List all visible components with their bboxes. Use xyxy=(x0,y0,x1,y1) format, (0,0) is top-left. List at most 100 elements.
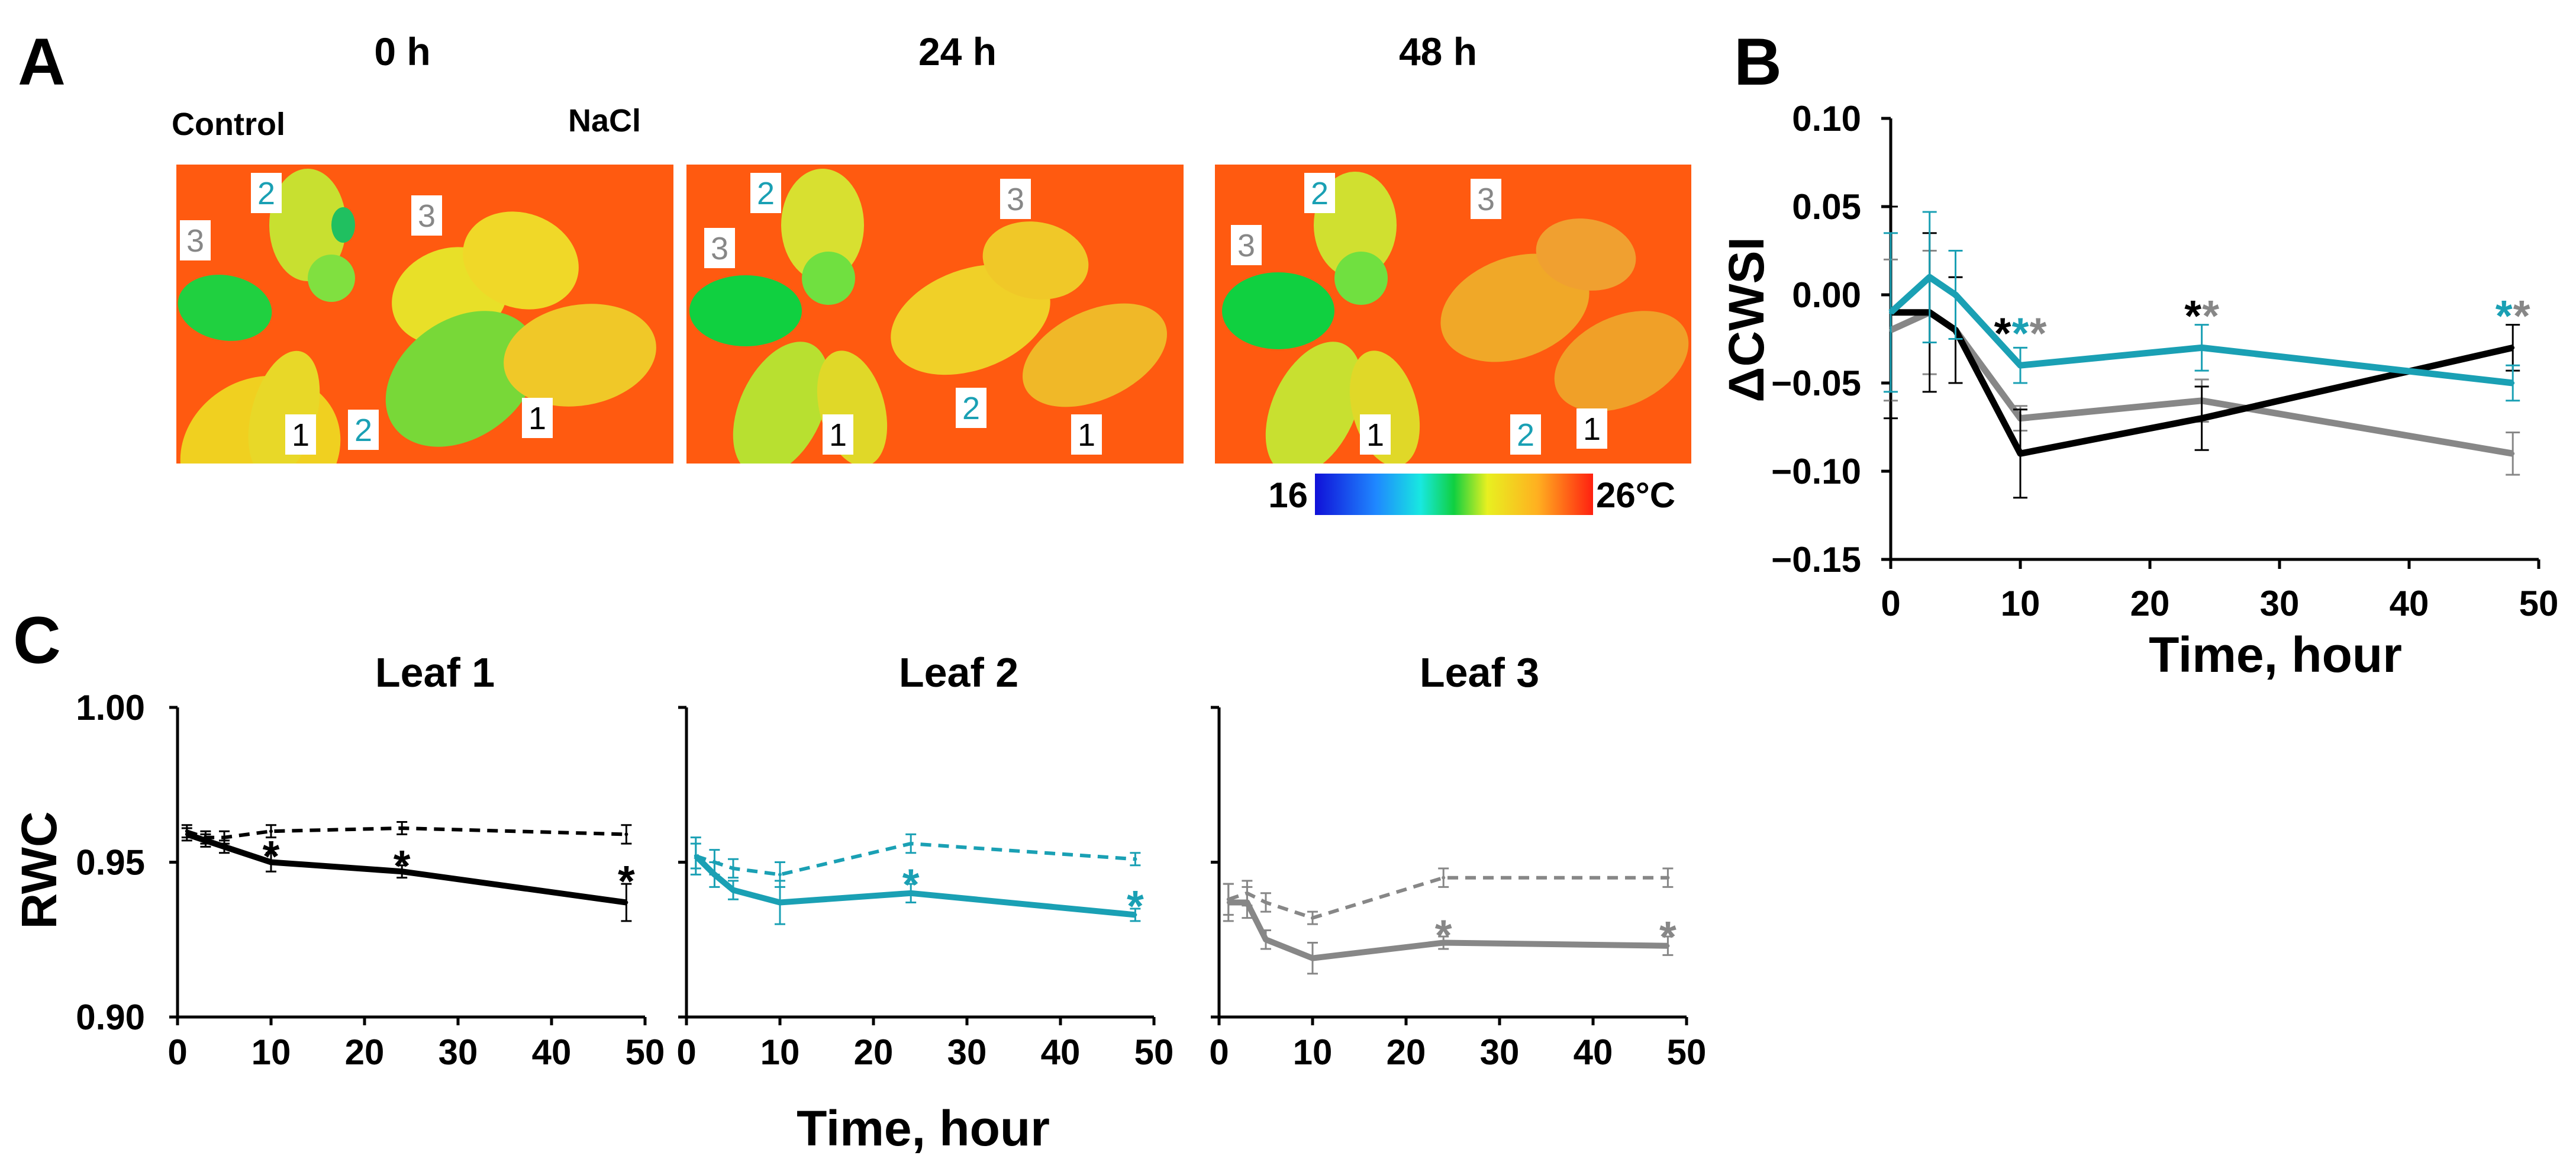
leaf-tag: 2 xyxy=(1517,417,1534,453)
control-label: Control xyxy=(172,107,285,142)
series-line-leaf-2 xyxy=(1888,273,2513,387)
significance-star: * xyxy=(2496,291,2513,340)
data-point xyxy=(1133,857,1137,861)
leaf-tag: 2 xyxy=(757,176,775,211)
y-tick-label: 0.00 xyxy=(1792,275,1861,315)
data-point xyxy=(2019,452,2022,456)
x-axis-title-b: Time, hour xyxy=(2149,627,2402,683)
data-point xyxy=(2200,346,2204,350)
data-point xyxy=(1442,876,1446,880)
significance-star: * xyxy=(2012,309,2029,358)
x-tick-label: 0 xyxy=(167,1032,187,1072)
chart-delta-cwsi: 0 10 20 30 40 500.100.050.00−0.05−0.10−0.15* *… xyxy=(1771,99,2558,623)
x-tick-label: 50 xyxy=(626,1032,665,1072)
nacl-label: NaCl xyxy=(568,103,641,139)
temperature-colorbar: 16 26°C xyxy=(1268,474,1675,515)
data-point xyxy=(778,873,782,877)
x-tick-label: 50 xyxy=(2519,584,2559,623)
x-tick-label: 10 xyxy=(252,1032,291,1072)
significance-star: * xyxy=(618,857,635,906)
leaf-tag: 3 xyxy=(1237,228,1255,263)
data-point xyxy=(909,891,913,895)
x-tick-label: 0 xyxy=(676,1032,696,1072)
significance-star: * xyxy=(1994,309,2011,358)
leaf-tag: 3 xyxy=(1477,182,1495,217)
leaf-tags-24h: 2 3 3 1 2 1 xyxy=(704,173,1102,455)
leaf-tag: 1 xyxy=(528,401,546,436)
chart-rwc-leaf2: 0 10 20 30 40 50 * * xyxy=(676,706,1174,1072)
x-tick-label: 10 xyxy=(1293,1032,1333,1072)
data-point xyxy=(1927,275,1932,279)
panel-b: B 0 10 20 30 40 50 0.10 0.05 0.00 −0.05 −0.10 −0.15… xyxy=(1719,25,2558,683)
leaf-tag: 3 xyxy=(186,223,204,259)
data-point xyxy=(1226,900,1230,905)
colorbar-gradient xyxy=(1315,474,1593,515)
chart-rwc-leaf3: 0 10 20 30 40 50 * * xyxy=(1209,706,1706,1072)
x-tick-label: 10 xyxy=(2001,584,2040,623)
leaf-tag: 3 xyxy=(711,231,728,266)
data-point xyxy=(694,854,698,858)
leaf-tag: 1 xyxy=(829,417,847,453)
significance-star: * xyxy=(2184,291,2201,340)
data-point xyxy=(2200,416,2204,420)
data-point xyxy=(731,866,735,870)
data-point xyxy=(1889,310,1892,314)
chart-rwc-leaf1: 0 10 20 30 40 50 1.00 0.95 0.90 * * * xyxy=(76,688,665,1072)
leaf-tag: 2 xyxy=(962,391,980,426)
time-label-24h: 24 h xyxy=(918,30,997,73)
y-tick-label: 0.10 xyxy=(1792,99,1861,139)
leaf-tag: 2 xyxy=(1311,176,1329,211)
leaf-tags-0h: 3 2 3 1 2 1 xyxy=(180,173,553,455)
data-point xyxy=(624,900,628,905)
significance-star: * xyxy=(1659,912,1677,961)
data-point xyxy=(1133,913,1137,917)
x-tick-label: 20 xyxy=(854,1032,894,1072)
series-line-nacl xyxy=(186,831,627,906)
thermal-image-48h xyxy=(1215,165,1691,464)
data-point xyxy=(223,835,226,839)
leaf-tag: 3 xyxy=(1007,182,1024,217)
colorbar-max-label: 26°C xyxy=(1596,475,1675,515)
panel-letter-c: C xyxy=(13,603,61,677)
data-point xyxy=(185,832,189,836)
leaf-tag: 1 xyxy=(1366,417,1384,453)
data-point xyxy=(400,826,404,830)
leaf1-title: Leaf 1 xyxy=(375,649,495,696)
data-point xyxy=(1953,293,1958,297)
x-tick-label: 30 xyxy=(2260,584,2300,623)
data-point xyxy=(1666,876,1670,880)
data-point xyxy=(400,870,404,874)
data-point xyxy=(1264,938,1268,942)
significance-star: * xyxy=(1127,881,1144,931)
leaf-tag: 3 xyxy=(418,198,436,234)
data-point xyxy=(731,888,735,892)
data-point xyxy=(778,900,782,905)
x-axis-title-rwc: Time, hour xyxy=(797,1100,1050,1156)
leaf-tag: 1 xyxy=(292,417,309,453)
data-point xyxy=(1311,916,1314,920)
x-tick-label: 40 xyxy=(532,1032,572,1072)
significance-star: * xyxy=(2513,291,2530,340)
leaf2-title: Leaf 2 xyxy=(899,649,1018,696)
panel-letter-b: B xyxy=(1734,25,1782,99)
x-tick-label: 20 xyxy=(1387,1032,1426,1072)
x-tick-label: 50 xyxy=(1134,1032,1174,1072)
series-line-control xyxy=(186,826,627,839)
x-tick-label: 10 xyxy=(760,1032,800,1072)
x-tick-label: 0 xyxy=(1209,1032,1229,1072)
series-line-leaf-1 xyxy=(1891,309,2514,457)
data-point xyxy=(269,860,273,864)
x-tick-label: 40 xyxy=(2390,584,2429,623)
y-axis-title-rwc: RWC xyxy=(11,811,67,929)
x-tick-label: 0 xyxy=(1881,584,1900,623)
y-tick-label: 0.90 xyxy=(76,997,145,1037)
significance-star: * xyxy=(2202,291,2219,340)
time-label-48h: 48 h xyxy=(1399,30,1477,73)
colorbar-min-label: 16 xyxy=(1268,475,1308,515)
leaf-tag: 1 xyxy=(1078,417,1095,453)
leaf-tags-48h: 2 3 3 1 2 1 xyxy=(1231,173,1607,455)
data-point xyxy=(624,832,628,836)
leaf-tag: 2 xyxy=(257,176,275,211)
y-tick-label: −0.15 xyxy=(1771,540,1861,580)
